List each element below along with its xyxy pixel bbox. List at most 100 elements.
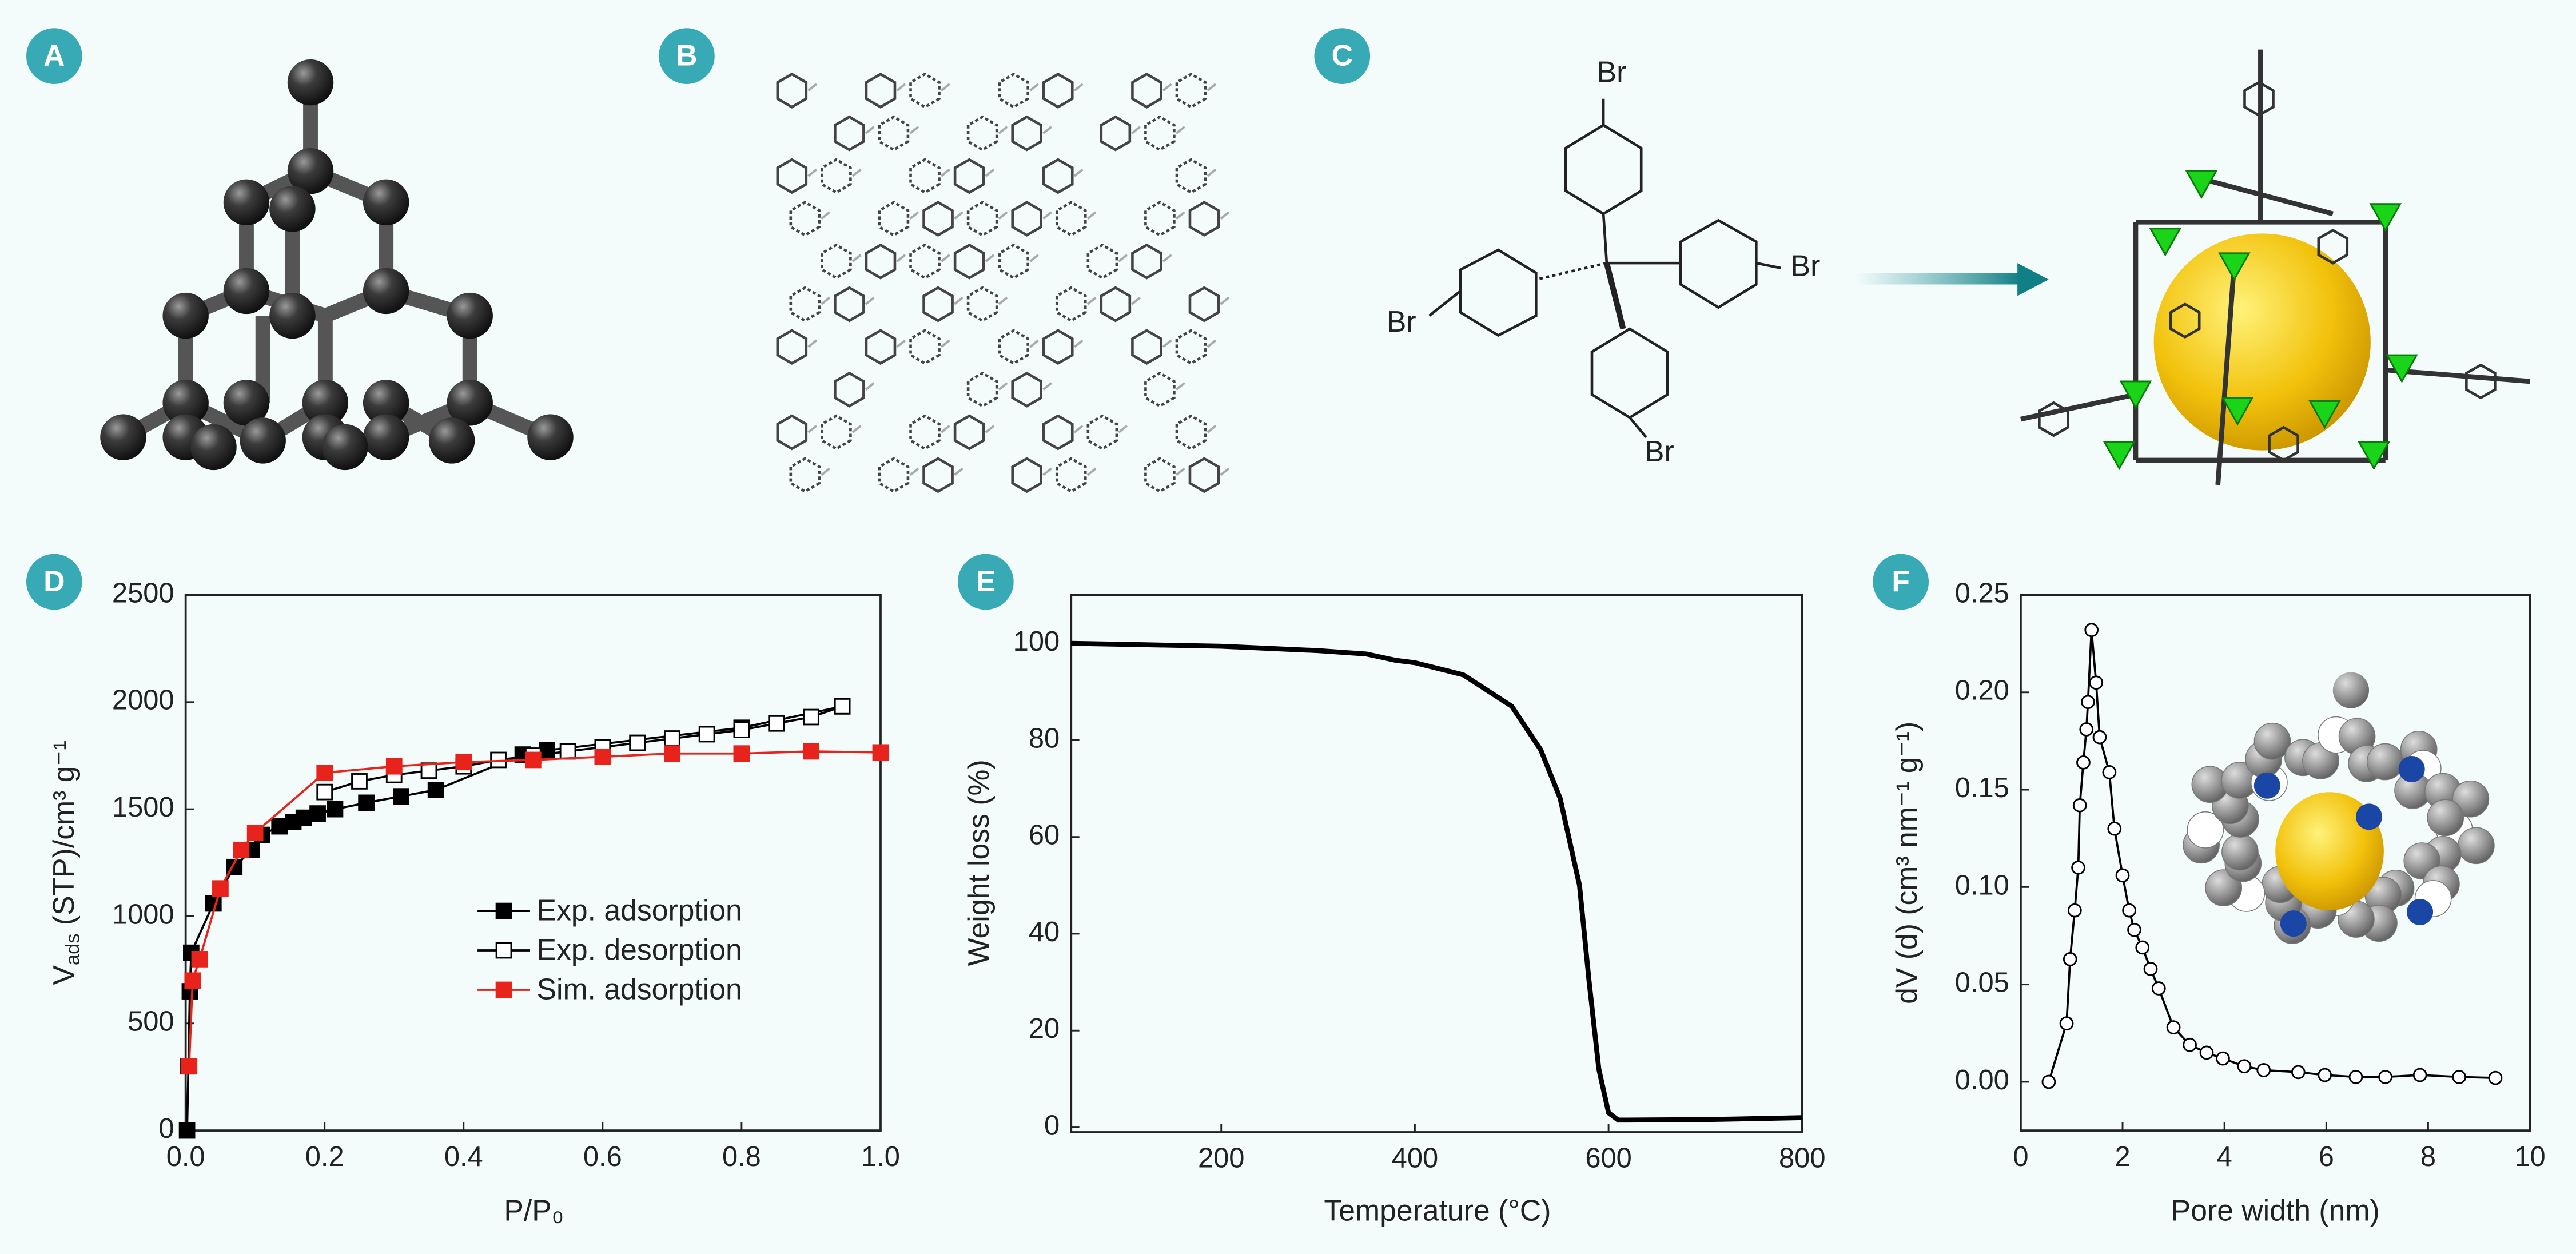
inset-atom bbox=[2356, 803, 2382, 830]
ring bbox=[2243, 81, 2275, 117]
ring bbox=[1086, 243, 1118, 280]
atom bbox=[363, 268, 409, 315]
marker bbox=[309, 805, 326, 822]
ring bbox=[1055, 286, 1087, 323]
atom bbox=[363, 380, 409, 426]
tetrahedral-node bbox=[2386, 354, 2418, 383]
ring bbox=[953, 414, 985, 451]
bond bbox=[807, 339, 818, 348]
y-tick-label: 0.15 bbox=[1955, 773, 2009, 803]
marker bbox=[2092, 730, 2107, 745]
plot-frame bbox=[1070, 594, 1803, 1133]
y-tick-label: 60 bbox=[1029, 820, 1060, 851]
y-axis-label: Weight loss (%) bbox=[962, 759, 995, 966]
atom bbox=[100, 414, 146, 460]
panel-badge bbox=[26, 554, 82, 610]
ring bbox=[1086, 414, 1118, 451]
y-tick-label: 2500 bbox=[112, 578, 174, 608]
marker bbox=[2107, 821, 2122, 836]
ring bbox=[776, 73, 808, 109]
x-tick-label: 2 bbox=[2115, 1141, 2130, 1172]
marker bbox=[393, 788, 409, 805]
panel-label: E bbox=[976, 564, 996, 598]
ring bbox=[2169, 302, 2201, 339]
marker bbox=[191, 951, 208, 968]
bond bbox=[954, 296, 963, 305]
atom bbox=[223, 380, 270, 426]
ring bbox=[821, 243, 852, 280]
ring bbox=[1131, 73, 1162, 109]
marker bbox=[664, 730, 680, 747]
tetrahedral-node bbox=[2149, 228, 2182, 257]
framework bbox=[2215, 262, 2237, 485]
marker bbox=[559, 743, 576, 760]
bond bbox=[1073, 339, 1084, 348]
ring bbox=[909, 73, 941, 109]
bond bbox=[1118, 424, 1128, 433]
bond bbox=[909, 126, 919, 134]
ring bbox=[966, 371, 998, 408]
x-tick-label: 0.8 bbox=[722, 1141, 761, 1172]
panel-badge bbox=[1314, 28, 1371, 84]
bond bbox=[941, 168, 950, 177]
inset-atom bbox=[2187, 811, 2224, 849]
marker bbox=[2412, 1068, 2427, 1082]
marker bbox=[2067, 903, 2082, 918]
bond bbox=[851, 168, 862, 177]
marker bbox=[2291, 1065, 2306, 1080]
legend-marker bbox=[495, 942, 512, 959]
bond bbox=[1162, 339, 1172, 348]
bond bbox=[1029, 339, 1040, 348]
bond bbox=[941, 339, 950, 348]
ring bbox=[909, 414, 941, 451]
marker bbox=[212, 880, 229, 897]
bond bbox=[1220, 211, 1230, 220]
bond bbox=[985, 424, 995, 433]
inset-atom bbox=[2280, 910, 2307, 937]
tetrahedral-node bbox=[2221, 397, 2254, 426]
y-axis-label: dV (d) (cm³ nm⁻¹ g⁻¹) bbox=[1890, 722, 1923, 1004]
marker bbox=[2102, 765, 2117, 779]
y-tick-label: 0 bbox=[1044, 1110, 1060, 1141]
y-tick-label: 0.20 bbox=[1955, 675, 2009, 706]
data-line bbox=[188, 750, 881, 1066]
bond bbox=[1220, 467, 1230, 476]
inset-atom bbox=[2332, 672, 2369, 708]
marker bbox=[2135, 940, 2150, 955]
ring bbox=[1055, 457, 1087, 493]
ring bbox=[865, 243, 897, 280]
y-tick-label: 80 bbox=[1029, 723, 1060, 754]
marker bbox=[733, 722, 750, 738]
marker bbox=[2076, 755, 2091, 770]
y-tick-label: 0.10 bbox=[1955, 870, 2009, 901]
arrow-head bbox=[2017, 263, 2049, 296]
bond bbox=[1207, 339, 1217, 348]
panel-label: C bbox=[1332, 39, 1353, 72]
y-axis-label-part: (STP)/cm³ g⁻¹ bbox=[47, 741, 80, 925]
y-axis-label-part: ads bbox=[62, 933, 83, 965]
pore-sphere bbox=[2153, 233, 2371, 451]
inset-atom bbox=[2427, 799, 2464, 837]
ring bbox=[922, 201, 954, 237]
bond bbox=[896, 339, 906, 348]
bond bbox=[807, 424, 818, 433]
bond bbox=[998, 126, 1008, 134]
atom bbox=[302, 380, 349, 426]
atom bbox=[428, 417, 475, 464]
ring bbox=[2465, 363, 2497, 400]
marker bbox=[2488, 1070, 2503, 1085]
y-tick-label: 100 bbox=[1013, 626, 1060, 657]
x-tick-label: 8 bbox=[2420, 1141, 2436, 1172]
x-tick-label: 600 bbox=[1585, 1143, 1631, 1174]
ring bbox=[1188, 201, 1220, 237]
x-tick-label: 4 bbox=[2217, 1141, 2232, 1172]
atom bbox=[223, 179, 270, 226]
atom bbox=[240, 417, 286, 464]
ring bbox=[1131, 329, 1162, 365]
marker bbox=[178, 1122, 196, 1139]
ring bbox=[909, 329, 941, 365]
bond bbox=[1118, 254, 1128, 262]
ring bbox=[1042, 414, 1074, 451]
bond bbox=[851, 424, 862, 433]
marker bbox=[2143, 962, 2158, 976]
